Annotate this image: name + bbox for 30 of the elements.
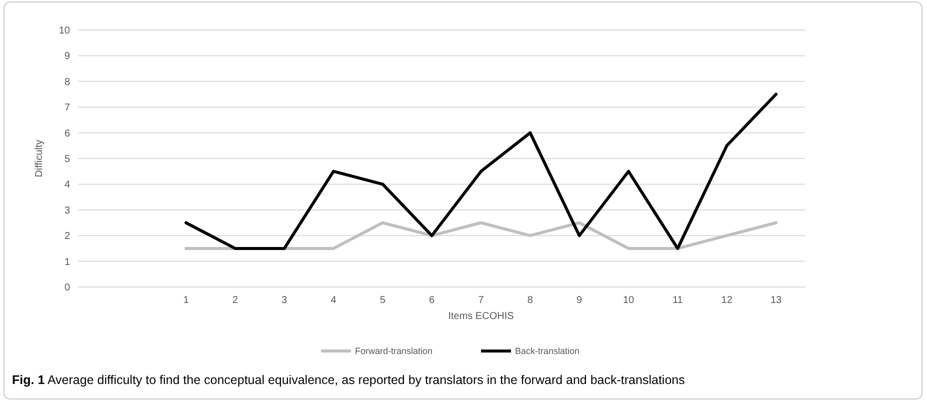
caption: Fig. 1 Average difficulty to find the conceptual equivalence, as reported by translators in the forward and back-translations: [12, 373, 685, 387]
x-tick-label: 12: [721, 295, 733, 306]
y-tick-label: 9: [64, 51, 70, 62]
x-tick-label: 6: [429, 295, 436, 306]
x-tick-label: 4: [330, 295, 337, 306]
x-tick-label: 13: [770, 295, 782, 306]
x-tick-label: 1: [183, 295, 190, 306]
x-tick-label: 11: [672, 295, 684, 306]
line-series: [184, 92, 778, 250]
x-tick-label: 10: [622, 295, 634, 306]
y-tick-label: 5: [64, 154, 70, 165]
legend-label: Forward-translation: [355, 346, 433, 356]
x-tick-label: 9: [576, 295, 583, 306]
legend-label: Back-translation: [515, 346, 580, 356]
y-tick-label: 0: [64, 282, 70, 294]
x-axis-title: Items ECOHIS: [448, 311, 514, 322]
x-tick-label: 8: [527, 295, 534, 306]
y-tick-label: 4: [64, 180, 70, 191]
x-tick-label: 5: [380, 295, 386, 306]
y-tick-label: 1: [64, 256, 70, 268]
y-tick-label: 6: [64, 128, 70, 140]
y-axis-title: Difficulty: [34, 140, 45, 178]
x-tick-label: 3: [282, 295, 288, 306]
y-tick-label: 2: [64, 231, 70, 242]
x-tick-label: 7: [478, 295, 484, 306]
y-tick-label: 10: [58, 26, 70, 36]
y-tick-label: 8: [64, 76, 70, 88]
y-tick-label: 7: [64, 102, 70, 114]
y-tick-label: 3: [64, 205, 70, 216]
x-tick-label: 2: [232, 295, 238, 306]
